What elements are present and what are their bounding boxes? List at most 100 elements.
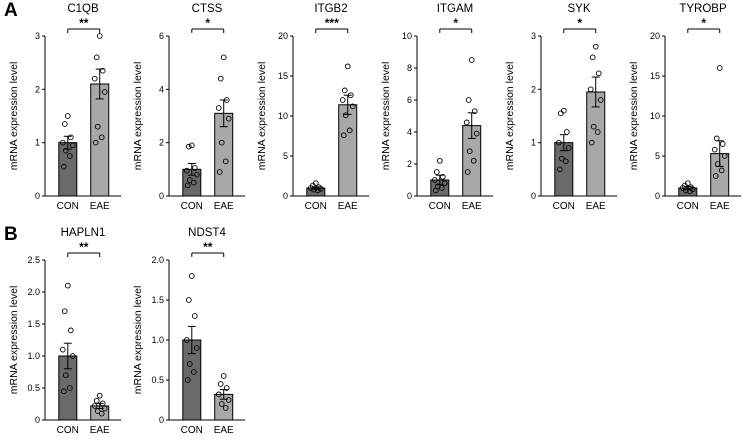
svg-text:0.5: 0.5	[27, 383, 40, 393]
svg-text:15: 15	[650, 71, 660, 81]
chart-title-hapln1: HAPLN1	[60, 227, 106, 239]
svg-text:CON: CON	[181, 201, 203, 212]
svg-text:0: 0	[159, 191, 164, 201]
chart-plot-ctss: 0 2 4 6 mRNA expression level CON EAE *	[132, 16, 252, 216]
svg-text:**: **	[79, 16, 89, 30]
chart-title-ndst4: NDST4	[188, 227, 226, 239]
svg-text:0: 0	[655, 191, 660, 201]
panel-b-charts-row: HAPLN1 0 0.5 1.0 1.5 2.0 2.5 mRNA expression l…	[8, 226, 750, 440]
svg-text:EAE: EAE	[90, 425, 110, 436]
svg-text:2: 2	[407, 159, 412, 169]
chart-c1qb: C1QB 0 1 2 3 mRNA expression level CON EAE **	[8, 2, 128, 216]
svg-text:0: 0	[407, 191, 412, 201]
svg-text:15: 15	[278, 71, 288, 81]
svg-text:EAE: EAE	[462, 201, 482, 212]
svg-text:CON: CON	[553, 201, 575, 212]
svg-text:0: 0	[35, 415, 40, 425]
svg-text:CON: CON	[677, 201, 699, 212]
svg-text:CON: CON	[181, 425, 203, 436]
svg-text:6: 6	[407, 95, 412, 105]
svg-text:EAE: EAE	[214, 425, 234, 436]
svg-text:2: 2	[35, 84, 40, 94]
chart-tyrobp: TYROBP 0 5 10 15 20 mRNA expression level CON E…	[628, 2, 748, 216]
svg-text:8: 8	[407, 63, 412, 73]
svg-text:EAE: EAE	[214, 201, 234, 212]
svg-text:1.5: 1.5	[27, 319, 40, 329]
svg-text:2.0: 2.0	[27, 287, 40, 297]
chart-plot-tyrobp: 0 5 10 15 20 mRNA expression level CON EAE *	[628, 16, 748, 216]
panel-a: A C1QB 0 1 2 3 mRNA expression level CON EAE **…	[0, 0, 750, 216]
svg-text:EAE: EAE	[710, 201, 730, 212]
svg-text:3: 3	[35, 31, 40, 41]
svg-text:4: 4	[159, 84, 164, 94]
svg-text:mRNA expression level: mRNA expression level	[256, 62, 268, 171]
chart-plot-itgam: 0 2 4 6 8 10 mRNA expression level CON EAE *	[380, 16, 500, 216]
svg-text:2.5: 2.5	[27, 255, 40, 265]
svg-text:1.5: 1.5	[151, 295, 164, 305]
svg-text:10: 10	[278, 111, 288, 121]
svg-text:5: 5	[283, 151, 288, 161]
svg-text:*: *	[701, 16, 706, 30]
svg-text:3: 3	[531, 31, 536, 41]
chart-plot-c1qb: 0 1 2 3 mRNA expression level CON EAE **	[8, 16, 128, 216]
svg-text:*: *	[577, 16, 582, 30]
svg-text:0: 0	[159, 415, 164, 425]
chart-itgb2: ITGB2 0 5 10 15 20 mRNA expression level CON EA…	[256, 2, 376, 216]
svg-text:1: 1	[35, 138, 40, 148]
svg-text:mRNA expression level: mRNA expression level	[8, 62, 20, 171]
panel-b-label: B	[4, 224, 18, 245]
chart-plot-itgb2: 0 5 10 15 20 mRNA expression level CON EAE ***	[256, 16, 376, 216]
svg-text:0: 0	[283, 191, 288, 201]
svg-text:2: 2	[531, 84, 536, 94]
svg-text:mRNA expression level: mRNA expression level	[8, 286, 20, 395]
svg-text:20: 20	[278, 31, 288, 41]
svg-text:5: 5	[655, 151, 660, 161]
chart-plot-hapln1: 0 0.5 1.0 1.5 2.0 2.5 mRNA expression level CON…	[8, 240, 128, 440]
chart-ctss: CTSS 0 2 4 6 mRNA expression level CON EAE *	[132, 2, 252, 216]
svg-text:1.0: 1.0	[151, 335, 164, 345]
chart-plot-syk: 0 1 2 3 mRNA expression level CON EAE *	[504, 16, 624, 216]
svg-text:EAE: EAE	[586, 201, 606, 212]
svg-text:CON: CON	[57, 425, 79, 436]
svg-text:*: *	[205, 16, 210, 30]
svg-text:CON: CON	[305, 201, 327, 212]
svg-text:2.0: 2.0	[151, 255, 164, 265]
chart-ndst4: NDST4 0 0.5 1.0 1.5 2.0 mRNA expression level…	[132, 226, 252, 440]
svg-text:CON: CON	[57, 201, 79, 212]
svg-text:mRNA expression level: mRNA expression level	[504, 62, 516, 171]
panel-b: B HAPLN1 0 0.5 1.0 1.5 2.0 2.5 mRNA expression…	[0, 224, 750, 440]
svg-text:0: 0	[35, 191, 40, 201]
svg-text:**: **	[79, 240, 89, 254]
svg-text:0.5: 0.5	[151, 375, 164, 385]
svg-text:0: 0	[531, 191, 536, 201]
chart-title-syk: SYK	[567, 3, 591, 15]
svg-text:***: ***	[325, 16, 339, 30]
panel-a-label: A	[4, 0, 18, 21]
svg-text:*: *	[453, 16, 458, 30]
svg-text:mRNA expression level: mRNA expression level	[628, 62, 640, 171]
svg-text:2: 2	[159, 138, 164, 148]
chart-hapln1: HAPLN1 0 0.5 1.0 1.5 2.0 2.5 mRNA expression l…	[8, 226, 128, 440]
svg-text:mRNA expression level: mRNA expression level	[132, 286, 144, 395]
chart-title-itgam: ITGAM	[436, 3, 474, 15]
svg-text:EAE: EAE	[338, 201, 358, 212]
svg-text:EAE: EAE	[90, 201, 110, 212]
svg-text:1: 1	[531, 138, 536, 148]
panel-a-charts-row: C1QB 0 1 2 3 mRNA expression level CON EAE ** C…	[8, 2, 750, 216]
svg-text:20: 20	[650, 31, 660, 41]
chart-title-ctss: CTSS	[191, 3, 223, 15]
svg-text:**: **	[203, 240, 213, 254]
chart-itgam: ITGAM 0 2 4 6 8 10 mRNA expression level CON EAE…	[380, 2, 500, 216]
svg-text:mRNA expression level: mRNA expression level	[132, 62, 144, 171]
chart-syk: SYK 0 1 2 3 mRNA expression level CON EAE *	[504, 2, 624, 216]
chart-title-itgb2: ITGB2	[314, 3, 348, 15]
svg-text:10: 10	[650, 111, 660, 121]
svg-text:10: 10	[402, 31, 412, 41]
svg-text:mRNA expression level: mRNA expression level	[380, 62, 392, 171]
chart-plot-ndst4: 0 0.5 1.0 1.5 2.0 mRNA expression level CON EAE…	[132, 240, 252, 440]
svg-text:6: 6	[159, 31, 164, 41]
svg-text:1.0: 1.0	[27, 351, 40, 361]
svg-text:CON: CON	[429, 201, 451, 212]
chart-title-c1qb: C1QB	[67, 3, 99, 15]
